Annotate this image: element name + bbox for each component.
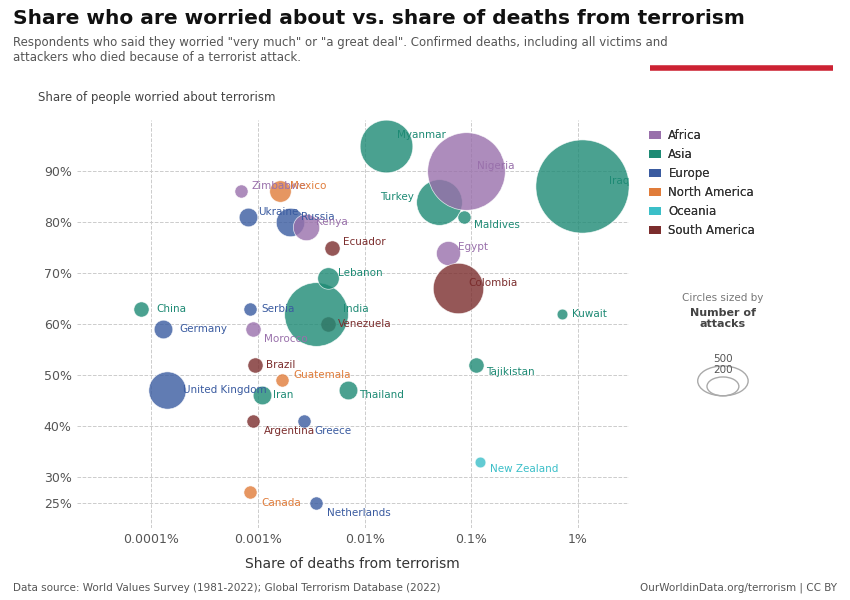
Text: Kenya: Kenya bbox=[316, 217, 348, 227]
Text: Turkey: Turkey bbox=[381, 191, 414, 202]
Text: Germany: Germany bbox=[179, 324, 227, 334]
Point bbox=[309, 498, 323, 508]
Point bbox=[243, 487, 257, 497]
Point bbox=[256, 391, 269, 400]
Point bbox=[160, 386, 173, 395]
Text: Mexico: Mexico bbox=[291, 181, 326, 191]
Text: Our World: Our World bbox=[706, 30, 777, 43]
Point bbox=[473, 457, 486, 467]
Text: Argentina: Argentina bbox=[264, 426, 314, 436]
Text: India: India bbox=[343, 304, 368, 314]
Text: Ukraine: Ukraine bbox=[258, 207, 298, 217]
Point bbox=[156, 324, 170, 334]
Point bbox=[243, 304, 257, 313]
Text: United Kingdom: United Kingdom bbox=[183, 385, 266, 395]
Point bbox=[246, 416, 260, 426]
Text: Data source: World Values Survey (1981-2022); Global Terrorism Database (2022): Data source: World Values Survey (1981-2… bbox=[13, 583, 440, 593]
Text: Share of people worried about terrorism: Share of people worried about terrorism bbox=[37, 91, 275, 104]
Text: Venezuela: Venezuela bbox=[338, 319, 392, 329]
Point bbox=[309, 309, 323, 319]
Point bbox=[134, 304, 148, 313]
Point bbox=[298, 416, 311, 426]
Point bbox=[320, 319, 334, 329]
Text: Ecuador: Ecuador bbox=[343, 238, 386, 247]
Text: Zimbabwe: Zimbabwe bbox=[252, 181, 307, 191]
Text: Russia: Russia bbox=[301, 212, 334, 222]
Text: Greece: Greece bbox=[314, 426, 352, 436]
Text: Myanmar: Myanmar bbox=[397, 130, 446, 140]
Text: Colombia: Colombia bbox=[468, 278, 518, 288]
Point bbox=[273, 187, 286, 196]
Point bbox=[341, 386, 354, 395]
Point bbox=[275, 376, 289, 385]
Text: Egypt: Egypt bbox=[458, 242, 488, 253]
Text: Canada: Canada bbox=[261, 497, 301, 508]
Point bbox=[283, 217, 297, 227]
Point bbox=[326, 242, 339, 252]
Point bbox=[235, 187, 248, 196]
Point bbox=[575, 181, 589, 191]
Text: Brazil: Brazil bbox=[266, 360, 296, 370]
Point bbox=[457, 212, 471, 221]
Text: Thailand: Thailand bbox=[359, 391, 404, 400]
Point bbox=[249, 360, 263, 370]
Text: Netherlands: Netherlands bbox=[326, 508, 390, 518]
Text: New Zealand: New Zealand bbox=[490, 464, 558, 475]
Text: China: China bbox=[156, 304, 187, 314]
Text: in Data: in Data bbox=[717, 50, 767, 63]
Point bbox=[299, 222, 313, 232]
Text: Iran: Iran bbox=[273, 391, 293, 400]
Point bbox=[555, 309, 569, 319]
Text: Kuwait: Kuwait bbox=[572, 309, 607, 319]
Text: Morocco: Morocco bbox=[264, 334, 307, 344]
X-axis label: Share of deaths from terrorism: Share of deaths from terrorism bbox=[246, 557, 460, 571]
Text: Maldives: Maldives bbox=[474, 220, 520, 230]
Point bbox=[320, 274, 334, 283]
Legend: Africa, Asia, Europe, North America, Oceania, South America: Africa, Asia, Europe, North America, Oce… bbox=[646, 126, 759, 241]
Point bbox=[433, 197, 446, 206]
Text: Iraq: Iraq bbox=[609, 176, 630, 186]
Point bbox=[246, 324, 260, 334]
Point bbox=[451, 283, 465, 293]
Text: OurWorldinData.org/terrorism | CC BY: OurWorldinData.org/terrorism | CC BY bbox=[640, 582, 837, 593]
Text: Tajikistan: Tajikistan bbox=[486, 367, 535, 377]
Point bbox=[460, 166, 473, 176]
Text: Lebanon: Lebanon bbox=[338, 268, 382, 278]
Text: Share who are worried about vs. share of deaths from terrorism: Share who are worried about vs. share of… bbox=[13, 9, 745, 28]
Point bbox=[380, 140, 394, 150]
Point bbox=[469, 360, 483, 370]
Text: Serbia: Serbia bbox=[261, 304, 294, 314]
Point bbox=[441, 248, 455, 257]
Text: Guatemala: Guatemala bbox=[293, 370, 350, 380]
Text: Respondents who said they worried "very much" or "a great deal". Confirmed death: Respondents who said they worried "very … bbox=[13, 36, 667, 64]
Point bbox=[241, 212, 254, 221]
Text: Nigeria: Nigeria bbox=[477, 161, 514, 171]
